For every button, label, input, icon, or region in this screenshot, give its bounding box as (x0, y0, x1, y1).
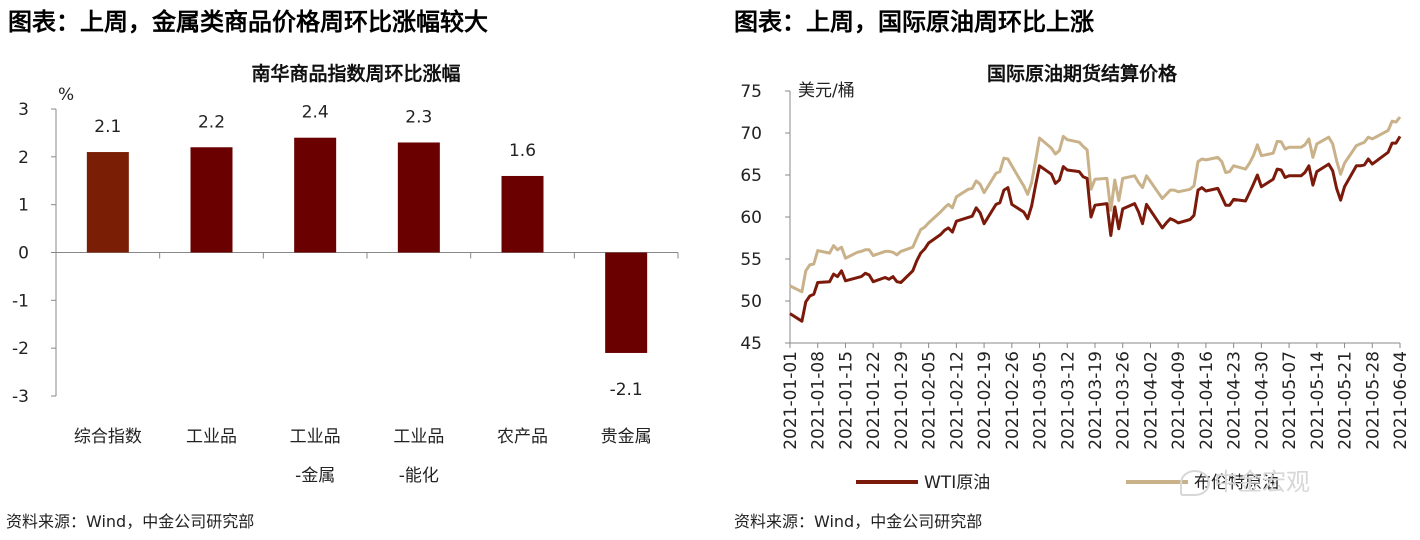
line-x-tick-label: 2021-06-04 (1391, 351, 1411, 450)
line-y-tick-label: 50 (740, 292, 762, 312)
bar-y-unit: % (58, 85, 74, 105)
line-x-tick-label: 2021-01-29 (892, 351, 912, 450)
bar (605, 252, 648, 353)
left-figure-heading: 图表：上周，金属类商品价格周环比涨幅较大 (8, 8, 488, 36)
line-x-tick-label: 2021-03-12 (1058, 351, 1078, 450)
bar-data-label: 2.2 (198, 112, 225, 132)
line-x-tick-label: 2021-04-09 (1169, 351, 1189, 450)
brent-legend-label: 布伦特原油 (1194, 473, 1279, 493)
right-source-note: 资料来源：Wind，中金公司研究部 (734, 512, 983, 531)
line-x-tick-label: 2021-01-08 (809, 351, 829, 450)
line-x-tick-label: 2021-05-14 (1308, 351, 1328, 450)
line-y-tick-label: 60 (740, 208, 762, 228)
brent-series-line (789, 116, 1402, 294)
line-y-tick-label: 55 (740, 250, 762, 270)
bar-category-label: -能化 (399, 466, 439, 486)
bar-chart-title: 南华商品指数周环比涨幅 (251, 62, 460, 85)
line-x-tick-label: 2021-01-15 (836, 351, 856, 450)
bar-data-label: 2.1 (94, 117, 121, 137)
line-x-tick-label: 2021-03-05 (1031, 351, 1051, 450)
line-x-tick-label: 2021-03-26 (1114, 351, 1134, 450)
bar (294, 137, 337, 253)
line-x-tick-label: 2021-05-07 (1280, 351, 1300, 450)
bar-y-tick-label: 0 (18, 244, 29, 264)
bar-y-tick-label: -1 (12, 291, 29, 311)
watermark-text: 中金宏观 (1214, 468, 1310, 496)
bar-y-tick-label: -2 (12, 339, 29, 359)
bar-category-label: 工业品 (290, 427, 341, 447)
bar-chart: 南华商品指数周环比涨幅% 3 2 1 0 -1 -2 -3 2.1 综合指数 2.2 工业品 2.4 工业… (12, 62, 679, 486)
line-x-tick-label: 2021-02-19 (975, 351, 995, 450)
wti-legend-label: WTI原油 (924, 473, 990, 493)
bar-data-label: 1.6 (509, 141, 536, 161)
bar-category-label: -金属 (295, 466, 335, 486)
line-y-tick-label: 65 (740, 166, 762, 186)
watermark: 中金宏观 (1180, 462, 1310, 497)
bar-y-tick-label: 3 (18, 100, 29, 120)
line-x-tick-label: 2021-01-22 (864, 351, 884, 450)
bar-category-label: 贵金属 (601, 427, 652, 447)
line-y-tick-label: 45 (740, 334, 762, 354)
bar-category-label: 综合指数 (74, 427, 142, 447)
right-panel: 图表：上周，国际原油周环比上涨 国际原油期货结算价格美元/桶 75 70 65 60 55… (728, 0, 1420, 540)
wti-series-line (789, 135, 1402, 323)
bar (86, 152, 129, 253)
line-x-tick-label: 2021-05-28 (1363, 351, 1383, 450)
bar-y-tick-label: 1 (18, 196, 29, 216)
bar-data-label: 2.3 (405, 107, 432, 127)
line-x-tick-label: 2021-02-05 (920, 351, 940, 450)
bar-category-label: 工业品 (186, 427, 237, 447)
line-x-tick-label: 2021-04-30 (1252, 351, 1272, 450)
bar-y-tick-label: -3 (12, 387, 29, 407)
bar (501, 175, 544, 253)
bar-category-label: 工业品 (393, 427, 444, 447)
bar-data-label: -2.1 (610, 380, 643, 400)
line-chart-title: 国际原油期货结算价格 (987, 62, 1178, 85)
bar-category-label: 农产品 (497, 427, 548, 447)
bar (397, 142, 440, 253)
line-x-tick-label: 2021-02-26 (1003, 351, 1023, 450)
wechat-logo-icon (1180, 470, 1210, 496)
bar-data-label: 2.4 (302, 103, 329, 123)
line-x-tick-label: 2021-04-16 (1197, 351, 1217, 450)
line-y-tick-label: 75 (740, 82, 762, 102)
line-x-tick-label: 2021-02-12 (947, 351, 967, 450)
left-source-note: 资料来源：Wind，中金公司研究部 (6, 512, 255, 531)
line-y-tick-label: 70 (740, 124, 762, 144)
bar (190, 147, 233, 253)
line-x-tick-label: 2021-01-01 (781, 351, 801, 450)
line-x-tick-label: 2021-03-19 (1086, 351, 1106, 450)
line-x-tick-label: 2021-04-23 (1225, 351, 1245, 450)
right-figure-heading: 图表：上周，国际原油周环比上涨 (734, 8, 1094, 36)
line-x-tick-label: 2021-04-02 (1141, 351, 1161, 450)
left-panel: 图表：上周，金属类商品价格周环比涨幅较大 南华商品指数周环比涨幅% 3 2 1 0 -1 -… (0, 0, 700, 540)
bar-y-tick-label: 2 (18, 148, 29, 168)
line-x-tick-label: 2021-05-21 (1336, 351, 1356, 450)
line-y-unit: 美元/桶 (798, 81, 855, 101)
